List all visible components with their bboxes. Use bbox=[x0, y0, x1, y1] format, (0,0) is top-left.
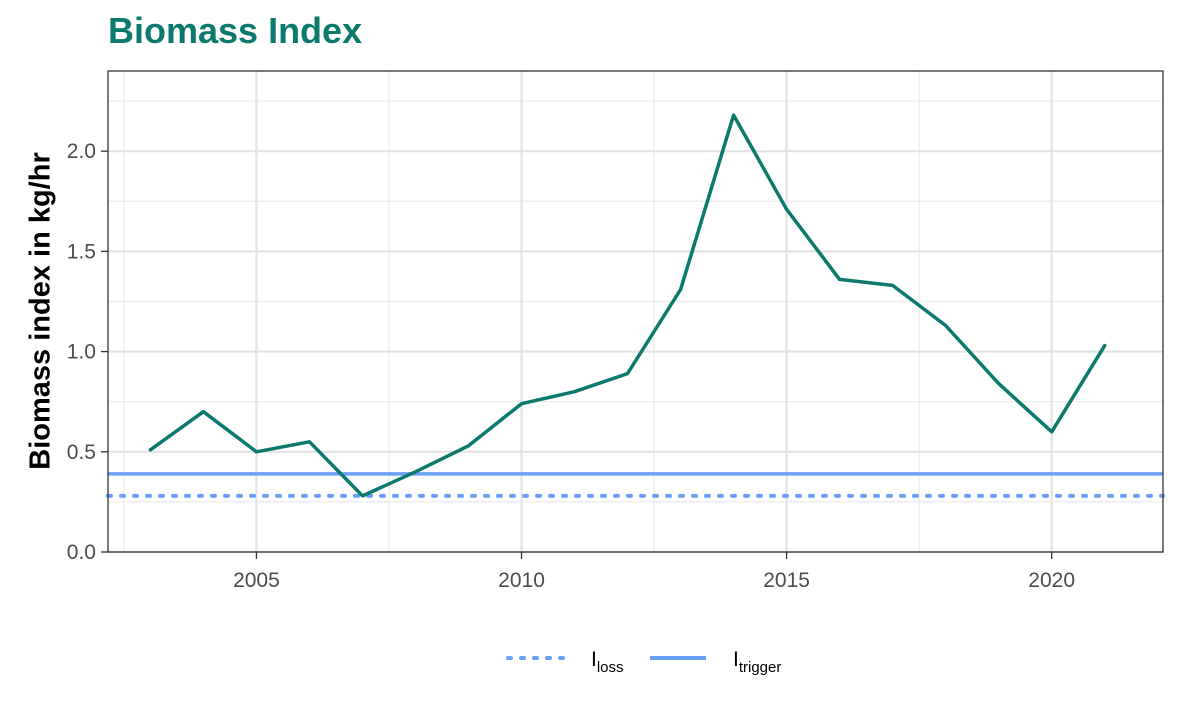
legend-label-loss: Iloss bbox=[591, 648, 624, 676]
x-tick-label: 2015 bbox=[763, 569, 810, 592]
x-tick-label: 2005 bbox=[233, 569, 280, 592]
series-line bbox=[148, 113, 1107, 498]
reference-lines bbox=[106, 472, 1165, 498]
x-tick-label: 2010 bbox=[498, 569, 545, 592]
data-series bbox=[148, 113, 1107, 498]
chart-title: Biomass Index bbox=[108, 10, 363, 51]
y-tick-label: 0.0 bbox=[67, 541, 96, 564]
y-tick-label: 2.0 bbox=[67, 140, 96, 163]
x-tick-label: 2020 bbox=[1028, 569, 1075, 592]
axis-ticks: 2005 2010 2015 2020 0.0 0.5 1.0 1.5 2.0 bbox=[67, 140, 1075, 592]
plot-panel-border bbox=[107, 70, 1164, 553]
y-tick-label: 0.5 bbox=[67, 441, 96, 464]
y-axis-label: Biomass index in kg/hr bbox=[25, 152, 57, 469]
y-tick-label: 1.5 bbox=[67, 240, 96, 263]
legend: Iloss Itrigger bbox=[506, 648, 781, 676]
y-tick-label: 1.0 bbox=[67, 341, 96, 364]
grid-lines bbox=[108, 71, 1163, 554]
legend-label-trigger: Itrigger bbox=[733, 648, 781, 676]
